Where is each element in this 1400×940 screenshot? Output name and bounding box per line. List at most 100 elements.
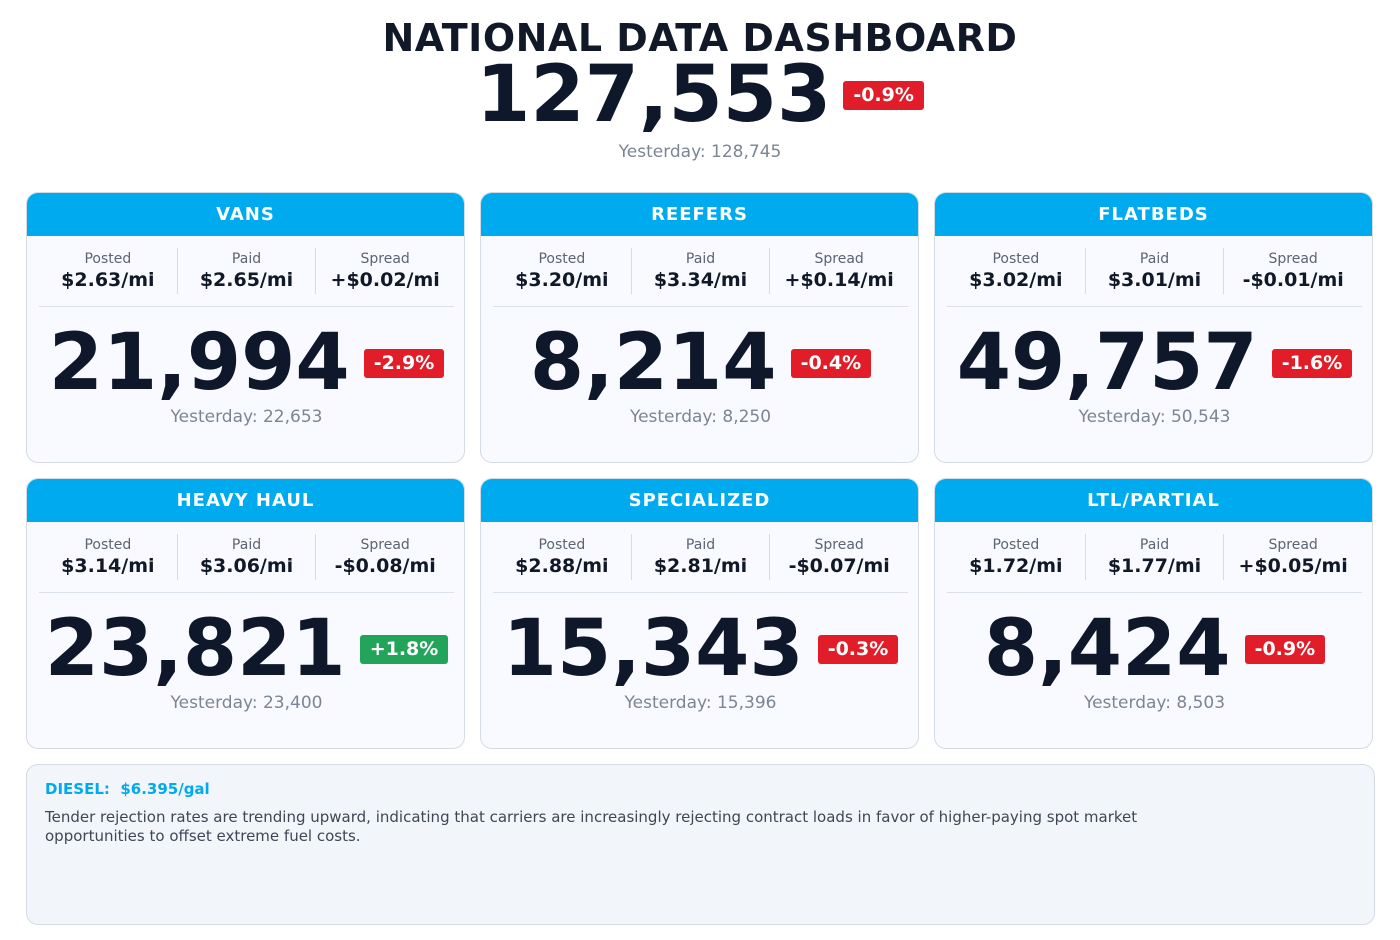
change-badge: -0.3% [817,634,899,664]
rate-metrics: Posted $2.63/mi Paid $2.65/mi Spread +$0… [39,248,454,308]
spread-metric: Spread -$0.08/mi [316,534,454,580]
paid-metric: Paid $1.77/mi [1086,534,1225,580]
posted-value: $3.20/mi [515,269,609,291]
posted-label: Posted [84,251,132,267]
card-vans: VANS Posted $2.63/mi Paid $2.65/mi Sprea… [26,192,465,463]
posted-value: $2.88/mi [515,555,609,577]
total-loads-value: 127,553 [476,50,832,140]
posted-value: $2.63/mi [61,269,155,291]
count-row: 49,757 -1.6% [935,313,1372,413]
posted-metric: Posted $2.63/mi [39,248,178,294]
divider [947,592,1362,593]
rate-metrics: Posted $1.72/mi Paid $1.77/mi Spread +$0… [947,534,1362,594]
spread-label: Spread [360,251,410,267]
posted-metric: Posted $1.72/mi [947,534,1086,580]
spread-metric: Spread +$0.05/mi [1224,534,1362,580]
divider [493,306,908,307]
posted-label: Posted [538,537,586,553]
page-title: NATIONAL DATA DASHBOARD [382,16,1018,60]
posted-value: $3.02/mi [969,269,1063,291]
load-count: 21,994 [48,318,350,408]
spread-value: +$0.14/mi [784,269,894,291]
posted-label: Posted [84,537,132,553]
card-title: VANS [27,193,464,236]
count-row: 8,424 -0.9% [935,599,1372,699]
paid-metric: Paid $3.06/mi [178,534,317,580]
posted-value: $1.72/mi [969,555,1063,577]
market-note-panel: DIESEL: $6.395/gal Tender rejection rate… [26,764,1375,925]
paid-value: $1.77/mi [1107,555,1202,577]
count-row: 21,994 -2.9% [27,313,464,413]
card-heavy-haul: HEAVY HAUL Posted $3.14/mi Paid $3.06/mi… [26,478,465,749]
load-count: 8,424 [983,604,1231,694]
total-row: 127,553 -0.9% [0,50,1400,140]
yesterday-value: Yesterday: 15,396 [624,693,777,713]
spread-label: Spread [1268,251,1318,267]
yesterday-value: Yesterday: 8,250 [629,407,772,427]
posted-label: Posted [992,537,1040,553]
spread-value: -$0.01/mi [1242,269,1344,291]
card-title: REEFERS [481,193,918,236]
card-title: LTL/PARTIAL [935,479,1372,522]
spread-metric: Spread +$0.02/mi [316,248,454,294]
rate-metrics: Posted $3.02/mi Paid $3.01/mi Spread -$0… [947,248,1362,308]
paid-metric: Paid $2.65/mi [178,248,317,294]
posted-metric: Posted $3.14/mi [39,534,178,580]
posted-label: Posted [538,251,586,267]
yesterday-value: Yesterday: 8,503 [1083,693,1226,713]
paid-value: $2.65/mi [199,269,294,291]
total-change-badge: -0.9% [843,80,924,110]
spread-label: Spread [1268,537,1318,553]
divider [39,592,454,593]
load-count: 49,757 [956,318,1258,408]
rate-metrics: Posted $2.88/mi Paid $2.81/mi Spread -$0… [493,534,908,594]
paid-metric: Paid $3.34/mi [632,248,771,294]
paid-label: Paid [1139,537,1170,553]
paid-value: $3.34/mi [653,269,748,291]
rate-metrics: Posted $3.20/mi Paid $3.34/mi Spread +$0… [493,248,908,308]
paid-metric: Paid $2.81/mi [632,534,771,580]
total-yesterday: Yesterday: 128,745 [618,142,782,162]
spread-value: +$0.02/mi [330,269,440,291]
spread-value: +$0.05/mi [1238,555,1348,577]
paid-value: $3.01/mi [1107,269,1202,291]
change-badge: +1.8% [359,634,449,664]
posted-value: $3.14/mi [61,555,155,577]
posted-label: Posted [992,251,1040,267]
paid-label: Paid [231,537,262,553]
spread-label: Spread [814,251,864,267]
yesterday-value: Yesterday: 23,400 [170,693,323,713]
card-flatbeds: FLATBEDS Posted $3.02/mi Paid $3.01/mi S… [934,192,1373,463]
divider [493,592,908,593]
count-row: 8,214 -0.4% [481,313,918,413]
card-title: HEAVY HAUL [27,479,464,522]
spread-value: -$0.08/mi [334,555,436,577]
load-count: 23,821 [44,604,346,694]
yesterday-value: Yesterday: 50,543 [1078,407,1231,427]
card-reefers: REEFERS Posted $3.20/mi Paid $3.34/mi Sp… [480,192,919,463]
card-title: SPECIALIZED [481,479,918,522]
posted-metric: Posted $3.20/mi [493,248,632,294]
card-specialized: SPECIALIZED Posted $2.88/mi Paid $2.81/m… [480,478,919,749]
count-row: 23,821 +1.8% [27,599,464,699]
yesterday-value: Yesterday: 22,653 [170,407,323,427]
market-note: Tender rejection rates are trending upwa… [45,808,1138,845]
posted-metric: Posted $3.02/mi [947,248,1086,294]
spread-metric: Spread -$0.07/mi [770,534,908,580]
dashboard-header: NATIONAL DATA DASHBOARD 127,553 -0.9% Ye… [0,0,1400,180]
load-count: 8,214 [529,318,777,408]
card-title: FLATBEDS [935,193,1372,236]
spread-metric: Spread +$0.14/mi [770,248,908,294]
change-badge: -2.9% [363,348,445,378]
paid-metric: Paid $3.01/mi [1086,248,1225,294]
spread-value: -$0.07/mi [788,555,890,577]
divider [39,306,454,307]
load-count: 15,343 [502,604,804,694]
spread-metric: Spread -$0.01/mi [1224,248,1362,294]
change-badge: -1.6% [1271,348,1353,378]
paid-label: Paid [1139,251,1170,267]
spread-label: Spread [360,537,410,553]
paid-label: Paid [685,251,716,267]
spread-label: Spread [814,537,864,553]
paid-value: $3.06/mi [199,555,294,577]
